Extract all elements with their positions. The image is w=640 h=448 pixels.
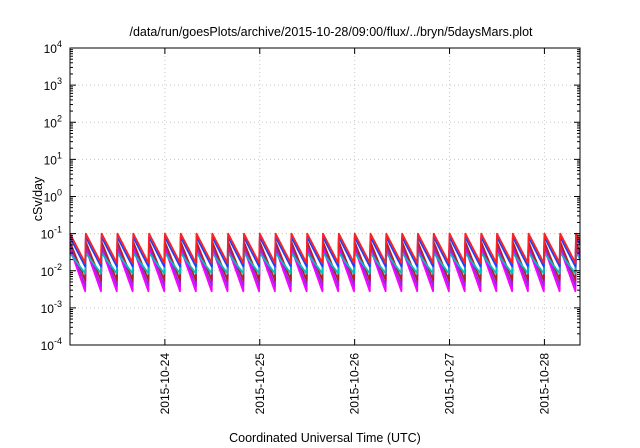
y-tick-label: 10-2 [41,262,62,279]
series-line [69,232,581,264]
y-axis-label: cSv/day [31,176,45,221]
y-tick-label: 10-1 [41,225,62,242]
y-axis: 104 103 102 101 100 10-1 10-2 10-3 10-4 [41,39,580,353]
x-tick-label: 2015-10-25 [253,353,267,415]
y-tick-label: 101 [44,150,62,167]
y-tick-label: 103 [44,76,62,93]
series-line [69,241,581,282]
x-tick-label: 2015-10-28 [537,353,551,415]
y-tick-label: 102 [44,113,62,130]
x-axis: 2015-10-24 2015-10-25 2015-10-26 2015-10-27… [158,48,551,415]
x-tick-label: 2015-10-27 [443,353,457,415]
series-line [69,236,581,268]
series-group [69,232,581,293]
x-tick-label: 2015-10-26 [348,353,362,415]
series-line [69,247,581,293]
y-tick-label: 10-4 [41,336,62,353]
y-tick-label: 10-3 [41,299,62,316]
x-tick-label: 2015-10-24 [158,353,172,415]
y-tick-label: 100 [44,188,62,205]
y-tick-label: 104 [44,39,62,56]
x-axis-label: Coordinated Universal Time (UTC) [229,431,421,445]
series-line [69,252,581,275]
chart-title: /data/run/goesPlots/archive/2015-10-28/0… [129,25,533,39]
grid [70,48,580,345]
